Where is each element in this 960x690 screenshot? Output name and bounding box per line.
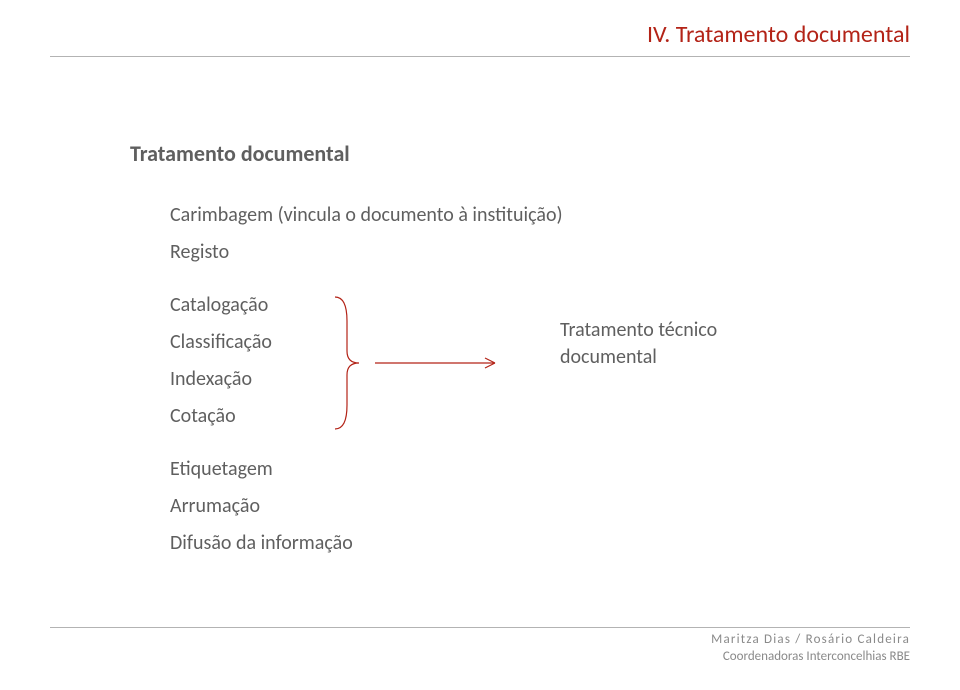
arrow-target-text: Tratamento técnico documental <box>560 317 717 371</box>
list-item: Classificação <box>170 324 900 361</box>
item-list: Carimbagem (vincula o documento à instit… <box>170 197 900 562</box>
bracketed-group: Catalogação Classificação Indexação Cota… <box>170 287 900 435</box>
list-item: Cotação <box>170 398 900 435</box>
footer-divider <box>50 627 910 628</box>
footer-role: Coordenadoras Interconcelhias RBE <box>711 648 910 666</box>
list-item: Etiquetagem <box>170 451 900 488</box>
arrow-target-line1: Tratamento técnico <box>560 317 717 344</box>
main-content: Tratamento documental Carimbagem (vincul… <box>130 140 900 562</box>
footer-authors: Maritza Dias / Rosário Caldeira <box>711 631 910 649</box>
header-divider <box>50 56 910 57</box>
list-item: Difusão da informação <box>170 525 900 562</box>
bracket-arrow-icon <box>335 291 535 441</box>
list-item: Indexação <box>170 361 900 398</box>
page-header-title: IV. Tratamento documental <box>0 20 910 49</box>
list-item: Registo <box>170 234 900 271</box>
list-item: Carimbagem (vincula o documento à instit… <box>170 197 900 234</box>
list-item: Catalogação <box>170 287 900 324</box>
arrow-target-line2: documental <box>560 344 717 371</box>
section-title: Tratamento documental <box>130 140 900 167</box>
list-item: Arrumação <box>170 488 900 525</box>
page-footer: Maritza Dias / Rosário Caldeira Coordena… <box>711 631 910 666</box>
